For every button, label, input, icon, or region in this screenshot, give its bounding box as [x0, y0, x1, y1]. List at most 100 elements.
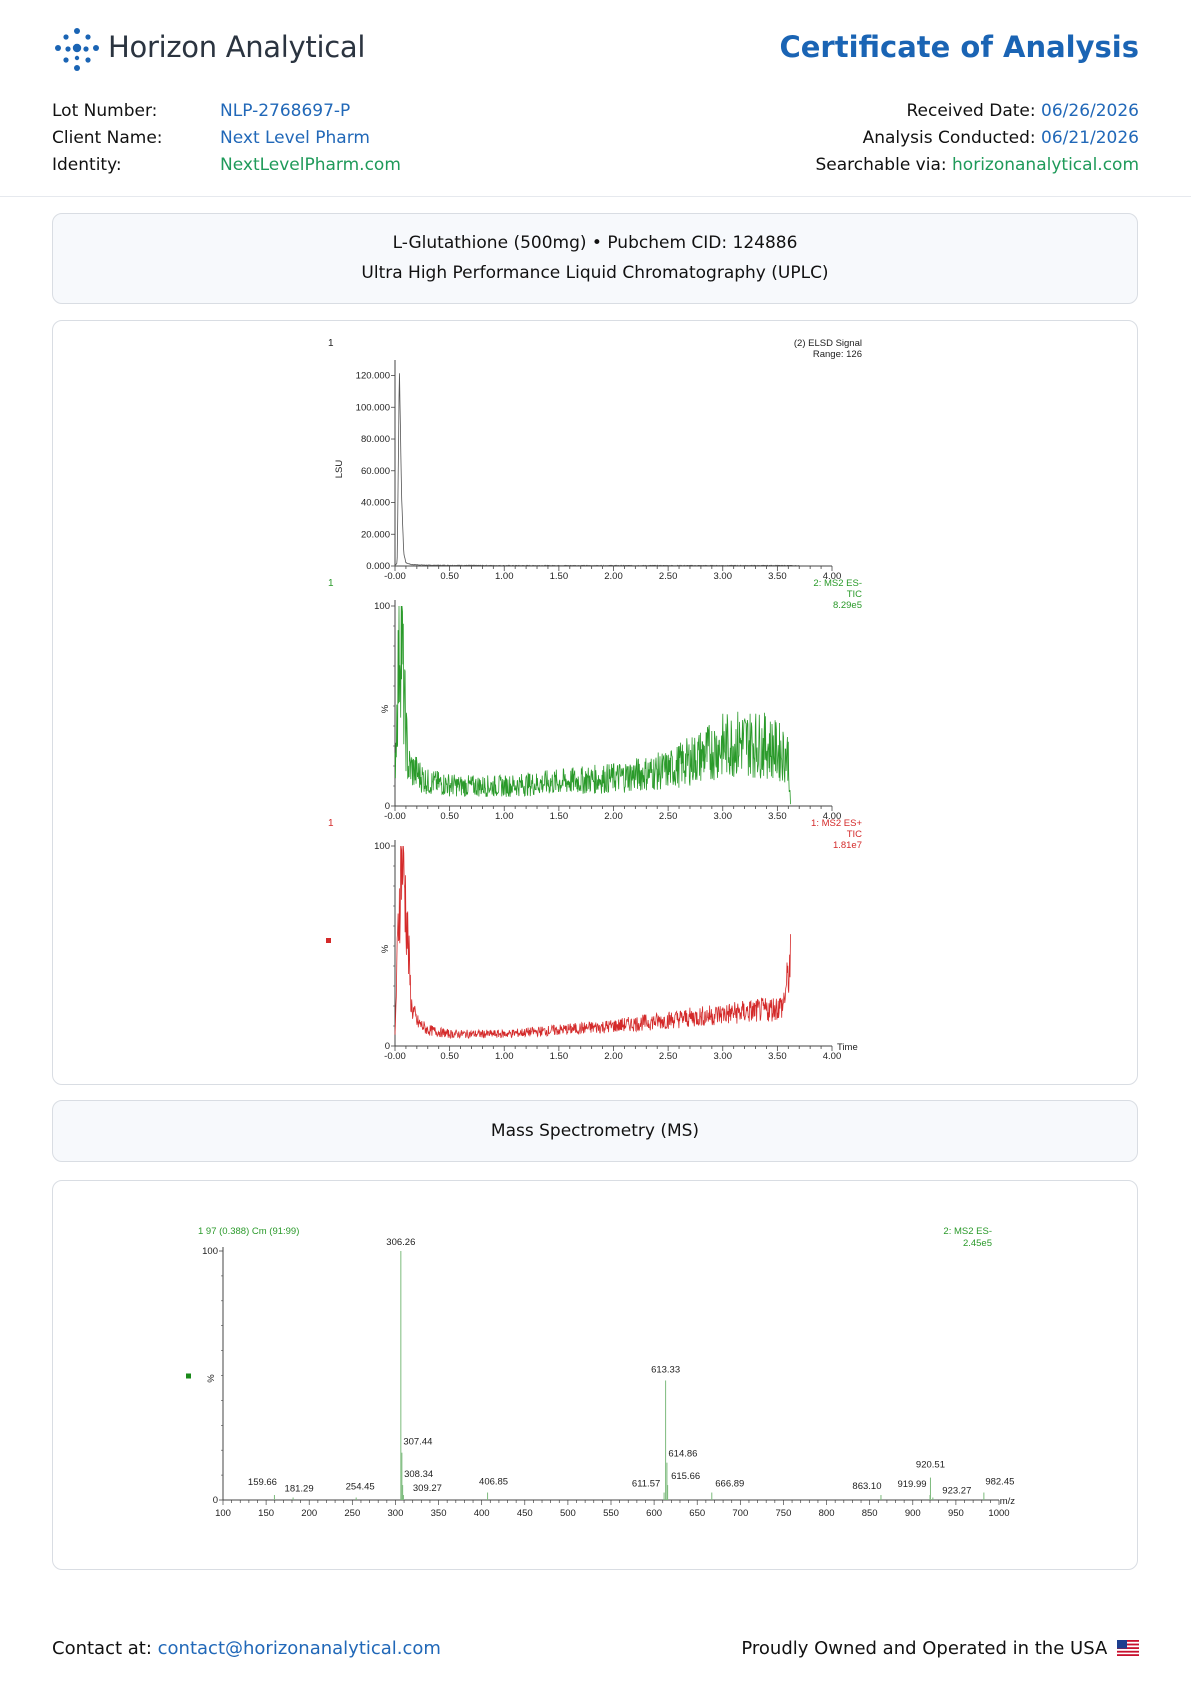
- x-tick-label: 4.00: [823, 571, 842, 582]
- y-tick-label: 40.000: [361, 498, 390, 509]
- x-tick-label: 650: [689, 1508, 705, 1519]
- x-tick-label: 600: [646, 1508, 662, 1519]
- received-date-label: Received Date:: [906, 101, 1036, 121]
- x-tick-label: 3.50: [768, 571, 787, 582]
- x-tick-label: 1.50: [550, 1051, 569, 1062]
- trace-subtitle: TIC: [847, 589, 862, 600]
- y-axis-label: %: [380, 944, 391, 953]
- x-tick-label: 1.50: [550, 571, 569, 582]
- y-tick-label: 120.000: [356, 371, 390, 382]
- analysis-date-row: Analysis Conducted: 06/21/2026: [863, 128, 1139, 148]
- x-tick-label: 2.00: [604, 811, 623, 822]
- x-tick-label: 1.50: [550, 811, 569, 822]
- x-tick-label: 900: [905, 1508, 921, 1519]
- x-axis-label: Time: [837, 1042, 858, 1053]
- brand-name: Horizon Analytical: [108, 30, 366, 64]
- peak-label: 613.33: [651, 1364, 680, 1375]
- spectrum-series: 2: MS2 ES-: [943, 1226, 992, 1237]
- trace-scale: 1.81e7: [833, 840, 862, 851]
- analysis-date-value: 06/21/2026: [1041, 128, 1139, 148]
- panel-number: 1: [328, 338, 334, 349]
- y-axis-label: %: [380, 704, 391, 713]
- x-tick-label: 1.00: [495, 811, 514, 822]
- peak-label: 307.44: [403, 1437, 432, 1448]
- x-tick-label: 4.00: [823, 811, 842, 822]
- searchable-row: Searchable via: horizonanalytical.com: [815, 155, 1139, 175]
- peak-label: 982.45: [985, 1477, 1014, 1488]
- x-tick-label: 100: [215, 1508, 231, 1519]
- analysis-date-label: Analysis Conducted:: [862, 128, 1036, 148]
- mass-spectrum-figure: 1 97 (0.388) Cm (91:99) 2: MS2 ES-2.45e5 0…: [186, 1226, 1016, 1519]
- y-tick-label: 100.000: [356, 402, 390, 413]
- tagline-text: Proudly Owned and Operated in the USA: [741, 1638, 1108, 1659]
- spectrum-title: 1 97 (0.388) Cm (91:99): [198, 1226, 299, 1237]
- y-tick-label: 100: [202, 1246, 218, 1257]
- dots-cluster-logo-icon: [55, 28, 99, 71]
- x-tick-label: 200: [301, 1508, 317, 1519]
- x-axis-label: m/z: [1000, 1496, 1016, 1507]
- x-tick-label: 4.00: [823, 1051, 842, 1062]
- footer-contact: Contact at: contact@horizonanalytical.co…: [52, 1638, 441, 1659]
- us-flag-icon: [1117, 1640, 1139, 1656]
- x-tick-label: 1000: [988, 1508, 1009, 1519]
- x-tick-label: 3.50: [768, 1051, 787, 1062]
- y-tick-label: 100: [374, 841, 390, 852]
- trace-subtitle: Range: 126: [813, 349, 862, 360]
- searchable-link[interactable]: horizonanalytical.com: [952, 155, 1139, 175]
- trace-subtitle: TIC: [847, 829, 862, 840]
- x-tick-label: 3.00: [714, 1051, 733, 1062]
- sample-name: L-Glutathione (500mg) • Pubchem CID: 124…: [392, 233, 798, 253]
- x-tick-label: 3.00: [714, 571, 733, 582]
- x-tick-label: 3.00: [714, 811, 733, 822]
- y-tick-label: 100: [374, 601, 390, 612]
- peak-label: 309.27: [413, 1483, 442, 1494]
- y-tick-label: 0.000: [366, 561, 390, 572]
- contact-email-link[interactable]: contact@horizonanalytical.com: [157, 1638, 441, 1659]
- header-divider: [0, 196, 1191, 197]
- x-tick-label: 0.50: [440, 811, 459, 822]
- spectrum-scale: 2.45e5: [963, 1238, 992, 1249]
- peak-label: 614.86: [668, 1449, 697, 1460]
- y-tick-label: 0: [213, 1495, 218, 1506]
- document-title: Certificate of Analysis: [779, 30, 1139, 64]
- x-tick-label: 450: [517, 1508, 533, 1519]
- chromatogram-card: [52, 320, 1138, 1085]
- x-tick-label: 800: [819, 1508, 835, 1519]
- x-tick-label: 1.00: [495, 1051, 514, 1062]
- peak-label: 863.10: [852, 1481, 881, 1492]
- peak-label: 919.99: [897, 1479, 926, 1490]
- identity-value[interactable]: NextLevelPharm.com: [220, 155, 401, 175]
- trace-line: [394, 845, 791, 1040]
- trace-line: [394, 373, 800, 567]
- panel-marker-icon: [326, 938, 331, 943]
- trace-title: 1: MS2 ES+: [811, 818, 862, 829]
- x-tick-label: 2.50: [659, 811, 678, 822]
- lot-number-value: NLP-2768697-P: [220, 101, 351, 121]
- received-date-row: Received Date: 06/26/2026: [906, 101, 1139, 121]
- x-tick-label: 750: [776, 1508, 792, 1519]
- x-tick-label: 3.50: [768, 811, 787, 822]
- peak-label: 920.51: [916, 1460, 945, 1471]
- peak-label: 306.26: [386, 1237, 415, 1248]
- x-tick-label: 550: [603, 1508, 619, 1519]
- client-name-label: Client Name:: [52, 128, 163, 148]
- x-tick-label: 400: [474, 1508, 490, 1519]
- peak-label: 923.27: [942, 1486, 971, 1497]
- x-tick-label: 150: [258, 1508, 274, 1519]
- x-tick-label: 950: [948, 1508, 964, 1519]
- x-tick-label: 2.00: [604, 1051, 623, 1062]
- peak-label: 666.89: [715, 1479, 744, 1490]
- contact-label: Contact at:: [52, 1638, 152, 1659]
- ms-section-title: Mass Spectrometry (MS): [490, 1121, 700, 1141]
- y-tick-label: 80.000: [361, 434, 390, 445]
- searchable-label: Searchable via:: [815, 155, 947, 175]
- trace-line: [394, 605, 791, 805]
- x-tick-label: 2.50: [659, 1051, 678, 1062]
- received-date-value: 06/26/2026: [1041, 101, 1139, 121]
- x-tick-label: 1.00: [495, 571, 514, 582]
- y-tick-label: 60.000: [361, 466, 390, 477]
- method-name: Ultra High Performance Liquid Chromatogr…: [361, 263, 829, 283]
- x-tick-label: 700: [732, 1508, 748, 1519]
- peak-label: 159.66: [248, 1477, 277, 1488]
